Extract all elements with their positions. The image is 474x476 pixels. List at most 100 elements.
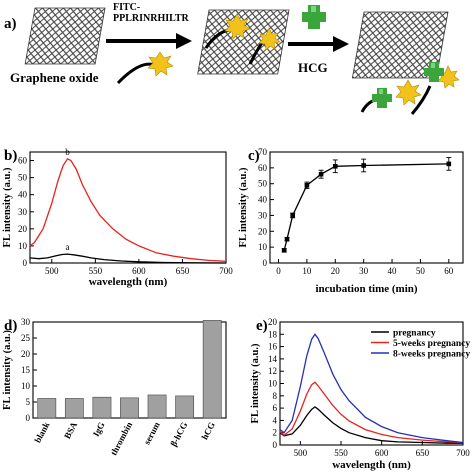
y-tick-label: 8 — [273, 391, 278, 401]
bar — [92, 396, 112, 419]
y-tick-label: 12 — [268, 366, 277, 376]
panel-a-label: a) — [4, 16, 17, 32]
arrow-1 — [106, 33, 192, 49]
bar — [175, 395, 195, 419]
y-tick-label: 2 — [273, 428, 278, 438]
hcg-icon — [372, 88, 392, 108]
data-point — [284, 236, 290, 242]
fluorophore-icon — [147, 51, 174, 77]
plot-frame — [269, 151, 464, 264]
chart-panel-1: b) 0 10 20 30 40 50 60 500 550 600 650 700 FL intensi… — [2, 147, 233, 288]
y-tick-label: 20 — [18, 224, 28, 234]
y-tick-label: 30 — [18, 207, 28, 217]
x-tick-label: 50 — [416, 266, 426, 276]
bar — [37, 398, 57, 419]
data-point — [304, 183, 310, 188]
hcg-icon — [302, 5, 326, 29]
hcg-label: HCG — [298, 60, 328, 75]
series-line — [279, 333, 464, 444]
x-tick-label: 650 — [416, 448, 430, 458]
adsorbed-probe-2 — [248, 27, 281, 65]
y-tick-label: 20 — [268, 317, 278, 327]
x-tick-label: 500 — [294, 448, 308, 458]
y-tick-label: 18 — [268, 329, 278, 339]
x-tick-label: 40 — [388, 266, 398, 276]
graphene-oxide-label: Graphene oxide — [10, 70, 99, 85]
y-tick-label: 0 — [26, 413, 31, 423]
chart-panel-3: d) 0 5 10 15 20 25 30 FL intensity (a.u.) blank BS… — [2, 317, 227, 457]
bound-complex-1 — [360, 79, 422, 113]
series-line — [279, 381, 464, 444]
x-axis-label: wavelength (nm) — [89, 276, 168, 288]
series-label: a — [65, 242, 69, 252]
panel-label: c) — [248, 148, 260, 164]
bound-complex-2 — [410, 62, 460, 115]
y-tick-label: 0 — [263, 258, 268, 268]
x-tick-label: 700 — [456, 448, 470, 458]
panel-label: b) — [4, 148, 17, 164]
series-line — [29, 157, 227, 262]
legend-label: 5-weeks pregnancy — [393, 339, 470, 349]
x-tick-label: 600 — [132, 266, 146, 276]
y-tick-label: 70 — [258, 147, 268, 157]
y-tick-label: 60 — [258, 163, 268, 173]
hcg-icon — [424, 62, 444, 82]
x-axis-label: wavelength (nm) — [332, 459, 411, 471]
panel-label: e) — [256, 318, 268, 334]
category-label: serum — [142, 420, 162, 446]
adsorbed-probe-1 — [204, 13, 251, 49]
chart-panel-4: e) 0 2 4 6 8 10 12 14 16 18 20 500 550 600 650 700 FL int… — [250, 317, 470, 471]
x-tick-label: 30 — [359, 266, 369, 276]
data-point — [332, 163, 338, 169]
series-line — [29, 253, 227, 264]
y-tick-label: 10 — [21, 381, 31, 391]
bar — [147, 394, 167, 419]
series-label: b — [65, 147, 70, 157]
chart-panel-2: c) 0 10 20 30 40 50 60 70 0 10 20 30 40 50 60 FL intensi… — [238, 147, 464, 295]
y-tick-label: 30 — [258, 210, 268, 220]
y-tick-label: 0 — [273, 440, 278, 450]
y-tick-label: 10 — [18, 241, 28, 251]
x-axis-label: incubation time (min) — [315, 283, 417, 295]
bar — [64, 398, 84, 419]
free-probe — [116, 51, 174, 85]
category-label: β-hCG — [168, 420, 189, 448]
y-tick-label: 50 — [18, 173, 28, 183]
y-tick-label: 30 — [21, 317, 31, 327]
y-tick-label: 10 — [268, 379, 278, 389]
category-label: BSA — [62, 420, 79, 441]
x-tick-label: 700 — [219, 266, 233, 276]
x-tick-label: 550 — [89, 266, 103, 276]
bar — [120, 397, 139, 419]
legend-label: 8-weeks pregnancy — [393, 350, 470, 360]
category-label: hCG — [199, 420, 217, 441]
y-tick-label: 0 — [23, 258, 28, 268]
x-tick-label: 600 — [375, 448, 389, 458]
arrow-2 — [288, 36, 349, 52]
x-tick-label: 0 — [276, 266, 281, 276]
data-point — [318, 171, 324, 177]
fluorophore-icon — [395, 79, 422, 106]
x-tick-label: 60 — [444, 266, 454, 276]
fluorophore-icon — [224, 13, 251, 40]
panel-label: d) — [4, 318, 17, 334]
data-point — [446, 161, 452, 167]
y-tick-label: 25 — [21, 333, 31, 343]
probe-label-line1: FITC- — [113, 2, 140, 13]
legend-label: pregnancy — [393, 329, 436, 339]
bar — [202, 320, 222, 419]
y-axis-label: FL intensity (a.u.) — [2, 167, 13, 247]
data-point — [361, 163, 366, 168]
graphene-oxide-sheet-3 — [351, 11, 449, 79]
y-tick-label: 40 — [258, 195, 268, 205]
fluorophore-icon — [258, 27, 281, 51]
y-tick-label: 10 — [258, 242, 268, 252]
y-tick-label: 60 — [18, 156, 28, 166]
y-tick-label: 4 — [273, 415, 278, 425]
y-tick-label: 14 — [268, 354, 278, 364]
y-tick-label: 6 — [273, 403, 278, 413]
y-tick-label: 15 — [21, 365, 31, 375]
y-axis-label: FL intensity (a.u.) — [2, 330, 13, 410]
